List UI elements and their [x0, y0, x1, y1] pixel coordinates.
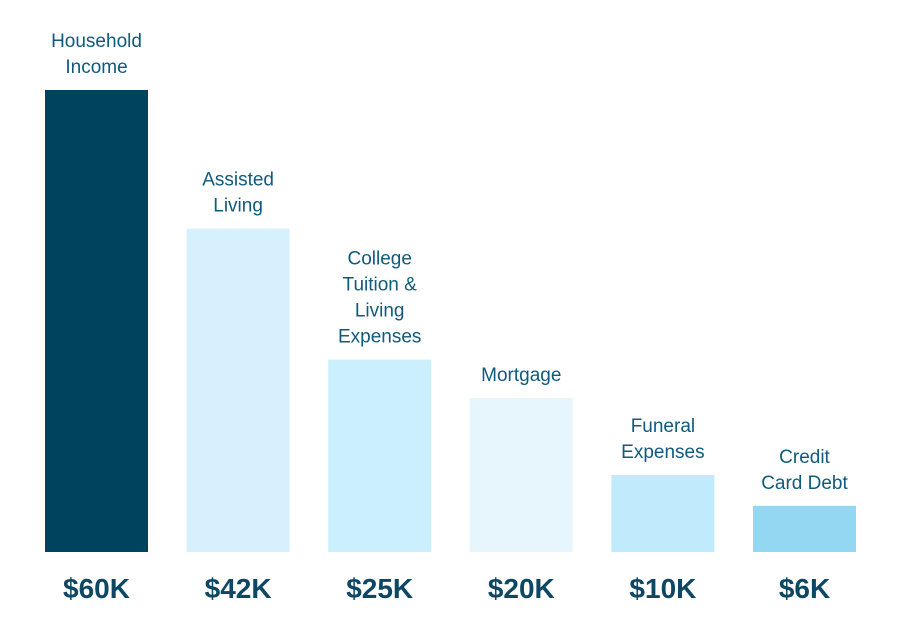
category-label-line: Living — [213, 196, 263, 217]
category-label-line: Household — [51, 31, 142, 52]
value-label: $25K — [346, 573, 413, 604]
category-label: Funeral Expenses — [621, 416, 704, 463]
value-label: $10K — [629, 573, 696, 604]
bar — [611, 475, 715, 552]
category-label-line: Card Debt — [761, 473, 848, 494]
category-label: Assisted Living — [202, 170, 274, 217]
category-label: Credit Card Debt — [761, 447, 848, 494]
category-label-line: Expenses — [338, 327, 421, 348]
category-label: College Tuition & Living Expenses — [338, 249, 421, 348]
value-labels-group: $60K $42K $25K $20K $10K $6K — [63, 573, 830, 604]
category-label-line: Assisted — [202, 170, 274, 191]
bar — [186, 228, 290, 552]
value-label: $60K — [63, 573, 130, 604]
category-label-line: Funeral — [631, 416, 695, 437]
bar — [328, 359, 432, 552]
bar — [45, 90, 148, 552]
value-label: $6K — [779, 573, 830, 604]
value-label: $20K — [488, 573, 555, 604]
category-label-line: Income — [65, 57, 127, 78]
category-label-line: Expenses — [621, 442, 704, 463]
bar — [753, 505, 856, 552]
value-label: $42K — [205, 573, 272, 604]
bar — [469, 398, 573, 552]
bars-group — [45, 90, 856, 552]
category-label-line: Mortgage — [481, 365, 561, 386]
category-labels-group: Household Income Assisted Living College Tuit… — [51, 31, 848, 494]
category-label: Mortgage — [481, 365, 561, 386]
category-label: Household Income — [51, 31, 142, 78]
category-label-line: College — [347, 249, 411, 270]
category-label-line: Living — [355, 301, 405, 322]
category-label-line: Credit — [779, 447, 830, 468]
category-label-line: Tuition & — [343, 275, 418, 296]
